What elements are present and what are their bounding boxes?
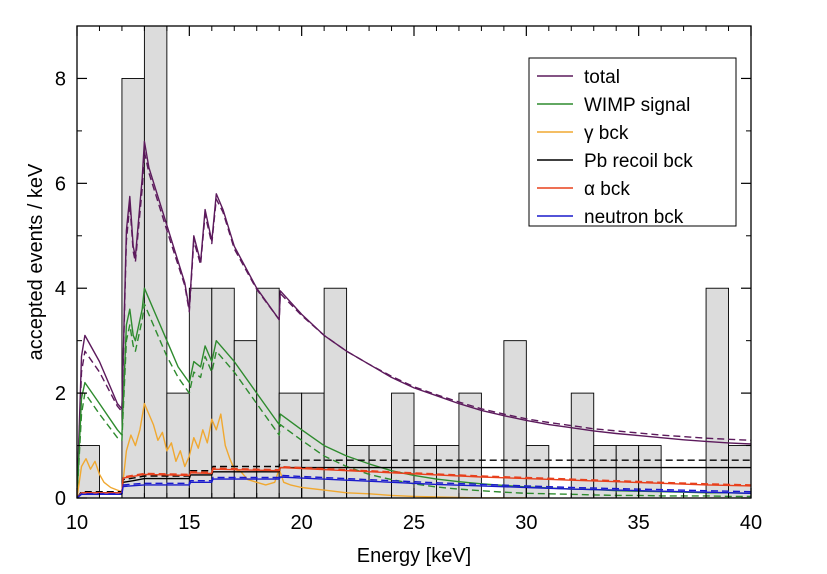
series-line [77,303,751,498]
series-lines [77,140,751,498]
legend-label: γ bck [584,123,629,144]
tick-labels: 10 15 20 25 30 35 40 0 2 4 6 8 [55,68,762,534]
histogram-bar [570,392,595,498]
x-tick-label: 35 [628,512,650,534]
histogram-bar [278,392,303,498]
x-tick-label: 25 [403,512,425,534]
x-tick-label: 30 [515,512,537,534]
x-tick-label: 10 [66,512,88,534]
axis-ticks [76,26,752,499]
y-tick-label: 2 [55,383,66,405]
histogram-bar [436,445,460,498]
histogram-bar [413,445,437,498]
legend-label: total [584,67,620,88]
histogram-bar [301,392,325,498]
series-line [77,466,751,498]
legend-label: α bck [584,179,630,200]
histogram-bar [728,445,751,498]
series-line [77,465,751,498]
y-tick-label: 0 [55,488,66,510]
series-line [77,151,751,498]
x-tick-label: 15 [178,512,200,534]
legend-label: WIMP signal [584,95,690,116]
legend: total WIMP signal γ bck Pb recoil bck α bck n… [528,57,737,228]
histogram-bar [525,445,550,498]
legend-label: Pb recoil bck [584,151,693,172]
histogram-bar [323,287,348,498]
x-tick-label: 20 [291,512,313,534]
histogram-bar [143,26,168,498]
histogram-bar [233,340,258,498]
x-tick-label: 40 [740,512,762,534]
y-tick-label: 6 [55,173,66,195]
y-tick-label: 8 [55,68,66,90]
histogram-bar [188,287,213,498]
y-tick-label: 4 [55,278,66,300]
series-line [77,476,751,498]
histogram-bar [458,392,482,498]
legend-box [528,57,737,227]
histogram-bar [705,287,729,498]
x-axis-title: Energy [keV] [357,545,472,567]
legend-label: neutron bck [584,207,684,228]
series-line [77,474,751,498]
y-axis-title: accepted events / keV [25,163,47,360]
